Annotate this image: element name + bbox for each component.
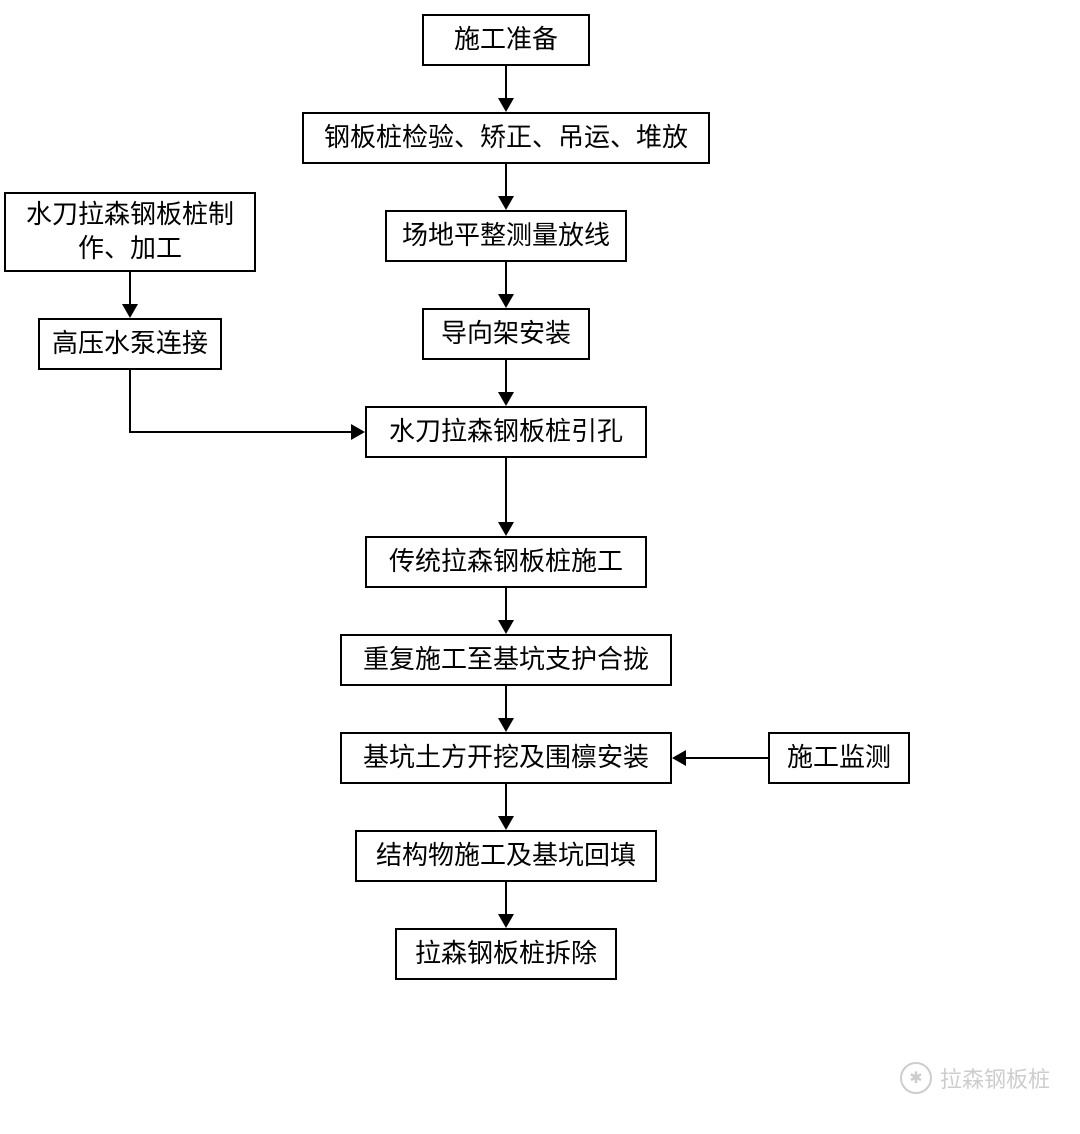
flow-node-waterjet-make: 水刀拉森钢板桩制 作、加工 bbox=[4, 192, 256, 272]
flow-node-pump-connect: 高压水泵连接 bbox=[38, 318, 222, 370]
arrow-head-icon bbox=[351, 424, 365, 440]
node-label: 施工监测 bbox=[787, 741, 891, 775]
flow-node-survey: 场地平整测量放线 bbox=[385, 210, 627, 262]
arrow-line bbox=[129, 431, 351, 433]
node-label: 拉森钢板桩拆除 bbox=[415, 937, 597, 971]
arrow-line bbox=[505, 262, 507, 294]
arrow-head-icon bbox=[498, 718, 514, 732]
flow-node-traditional-pile: 传统拉森钢板桩施工 bbox=[365, 536, 647, 588]
flow-node-excavation: 基坑土方开挖及围檩安装 bbox=[340, 732, 672, 784]
arrow-head-icon bbox=[122, 304, 138, 318]
node-label: 水刀拉森钢板桩引孔 bbox=[389, 415, 623, 449]
node-label: 高压水泵连接 bbox=[52, 327, 208, 361]
flow-node-removal: 拉森钢板桩拆除 bbox=[395, 928, 617, 980]
node-label: 传统拉森钢板桩施工 bbox=[389, 545, 623, 579]
arrow-line bbox=[129, 370, 131, 432]
node-label: 结构物施工及基坑回填 bbox=[376, 839, 636, 873]
arrow-line bbox=[505, 784, 507, 816]
arrow-line bbox=[686, 757, 768, 759]
wechat-icon: ✱ bbox=[900, 1062, 932, 1094]
flow-node-waterjet-pilot: 水刀拉森钢板桩引孔 bbox=[365, 406, 647, 458]
node-label: 施工准备 bbox=[454, 23, 558, 57]
arrow-head-icon bbox=[498, 914, 514, 928]
arrow-line bbox=[505, 360, 507, 392]
flow-node-backfill: 结构物施工及基坑回填 bbox=[355, 830, 657, 882]
node-label: 场地平整测量放线 bbox=[402, 219, 610, 253]
arrow-head-icon bbox=[498, 522, 514, 536]
arrow-head-icon bbox=[498, 392, 514, 406]
arrow-line bbox=[505, 588, 507, 620]
flow-node-repeat-closure: 重复施工至基坑支护合拢 bbox=[340, 634, 672, 686]
arrow-head-icon bbox=[498, 816, 514, 830]
arrow-line bbox=[129, 272, 131, 304]
flow-node-prep: 施工准备 bbox=[422, 14, 590, 66]
arrow-head-icon bbox=[498, 98, 514, 112]
watermark-text: 拉森钢板桩 bbox=[940, 1062, 1050, 1094]
arrow-line bbox=[505, 458, 507, 522]
node-label: 导向架安装 bbox=[441, 317, 571, 351]
arrow-head-icon bbox=[498, 294, 514, 308]
arrow-line bbox=[505, 164, 507, 196]
node-label: 重复施工至基坑支护合拢 bbox=[363, 643, 649, 677]
arrow-head-icon bbox=[672, 750, 686, 766]
watermark: ✱ 拉森钢板桩 bbox=[900, 1062, 1050, 1094]
arrow-line bbox=[505, 686, 507, 718]
flow-node-guide-frame: 导向架安装 bbox=[422, 308, 590, 360]
arrow-line bbox=[505, 882, 507, 914]
node-label: 钢板桩检验、矫正、吊运、堆放 bbox=[324, 121, 688, 155]
flow-node-monitoring: 施工监测 bbox=[768, 732, 910, 784]
flow-node-inspection: 钢板桩检验、矫正、吊运、堆放 bbox=[302, 112, 710, 164]
arrow-head-icon bbox=[498, 196, 514, 210]
node-label: 基坑土方开挖及围檩安装 bbox=[363, 741, 649, 775]
arrow-line bbox=[505, 66, 507, 98]
arrow-head-icon bbox=[498, 620, 514, 634]
node-label: 水刀拉森钢板桩制 作、加工 bbox=[26, 198, 234, 266]
